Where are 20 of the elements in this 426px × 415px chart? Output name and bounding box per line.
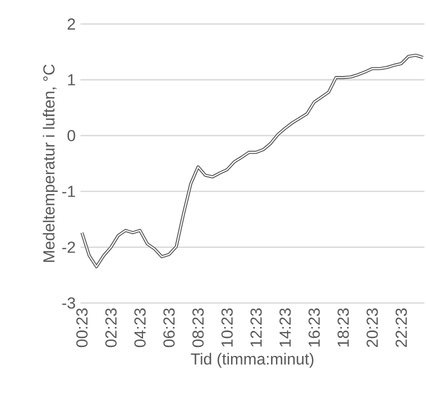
y-axis-title: Medeltemperatur i luften, °C	[42, 64, 58, 262]
x-tick-label: 08:23	[192, 308, 204, 348]
x-tick-label: 12:23	[250, 308, 262, 347]
y-tick-label: 0	[68, 130, 76, 142]
x-tick-label: 16:23	[308, 308, 320, 347]
x-tick-label: 06:23	[163, 308, 175, 348]
x-tick-label: 00:23	[76, 308, 88, 348]
y-tick-label: -2	[62, 242, 75, 253]
y-tick-label: 1	[68, 74, 76, 86]
x-tick-label: 10:23	[221, 308, 233, 347]
x-tick-label: 18:23	[338, 308, 349, 347]
y-tick-label: 2	[68, 18, 75, 30]
y-tick-label: -3	[62, 297, 76, 309]
y-tick-label: -1	[62, 186, 76, 197]
x-tick-label: 02:23	[105, 308, 117, 348]
x-axis-title: Tid (timma:minut)	[190, 352, 314, 368]
x-tick-label: 14:23	[279, 308, 291, 347]
x-tick-label: 22:23	[396, 308, 407, 347]
x-tick-label: 04:23	[134, 308, 146, 348]
x-tick-label: 20:23	[366, 308, 378, 347]
